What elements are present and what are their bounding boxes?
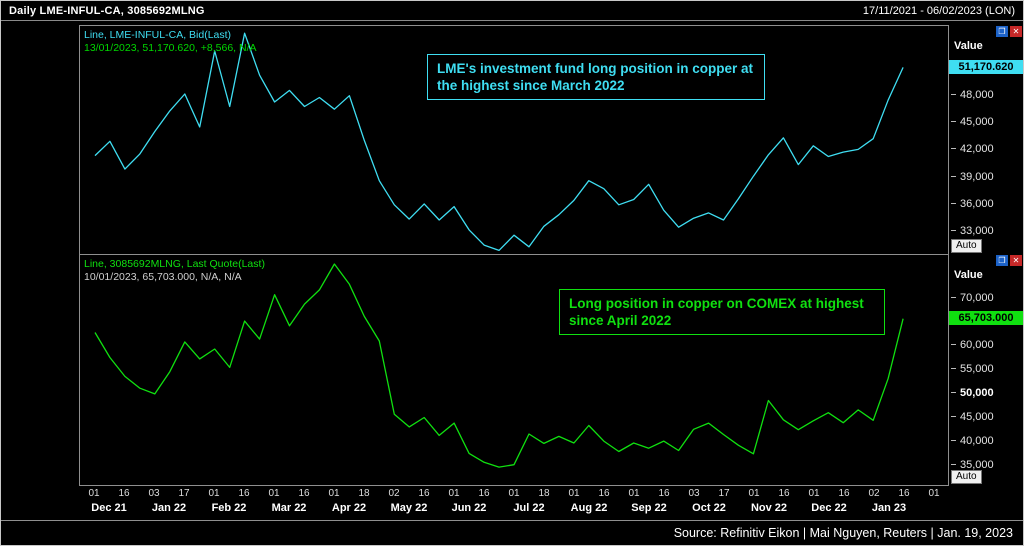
lme-last-value-badge: 51,170.620 [949, 59, 1023, 74]
y-axis-tick-label: 45,000 [951, 411, 994, 423]
x-axis-day-label: 01 [568, 488, 580, 499]
x-axis-month-label: Dec 22 [811, 502, 847, 514]
x-axis-day-label: 01 [928, 488, 940, 499]
x-axis-days: 01 16 03 17 01 16 01 16 01 18 02 16 01 16 01 18 01 16 01 16… [79, 488, 949, 501]
x-axis-day-label: 16 [658, 488, 670, 499]
date-range: 17/11/2021 - 06/02/2023 (LON) [862, 4, 1015, 17]
y-axis-tick-label: 39,000 [951, 171, 994, 183]
x-axis-month-label: Mar 22 [271, 502, 307, 514]
x-axis-day-label: 16 [838, 488, 850, 499]
x-axis-day-label: 01 [808, 488, 820, 499]
comex-value-axis: ❐ ✕ Value 65,703.000 Auto 70,000 60,000 55… [949, 254, 1023, 486]
x-axis-day-label: 16 [898, 488, 910, 499]
comex-annotation-box: Long position in copper on COMEX at high… [559, 289, 885, 335]
x-axis-month-label: Jan 23 [871, 502, 907, 514]
source-bar: Source: Refinitiv Eikon | Mai Nguyen, Re… [1, 520, 1023, 545]
x-axis-month-label: May 22 [390, 502, 428, 514]
x-axis-month-label: Sep 22 [631, 502, 667, 514]
x-axis-month-label: Jan 22 [151, 502, 187, 514]
restore-icon[interactable]: ❐ [996, 26, 1008, 37]
x-axis-day-label: 18 [538, 488, 550, 499]
x-axis-month-label: Aug 22 [570, 502, 608, 514]
y-axis-tick-label: 45,000 [951, 116, 994, 128]
x-axis-day-label: 01 [208, 488, 220, 499]
x-axis-day-label: 16 [478, 488, 490, 499]
x-axis-day-label: 02 [388, 488, 400, 499]
x-axis-day-label: 16 [598, 488, 610, 499]
value-axis-title: Value [954, 269, 983, 281]
x-axis-month-label: Feb 22 [211, 502, 247, 514]
x-axis-day-label: 16 [418, 488, 430, 499]
x-axis-month-label: Oct 22 [692, 502, 726, 514]
y-axis-tick-label: 60,000 [951, 339, 994, 351]
close-icon[interactable]: ✕ [1010, 26, 1022, 37]
y-axis-tick-label: 36,000 [951, 198, 994, 210]
x-axis-day-label: 17 [178, 488, 190, 499]
x-axis-day-label: 18 [358, 488, 370, 499]
y-axis-tick-label: 33,000 [951, 225, 994, 237]
x-axis-day-label: 01 [328, 488, 340, 499]
x-axis-months: Dec 21 Jan 22 Feb 22 Mar 22 Apr 22 May 22 Jun … [79, 502, 949, 517]
x-axis-month-label: Nov 22 [750, 502, 788, 514]
value-axis-title: Value [954, 40, 983, 52]
legend-quote: 10/01/2023, 65,703.000, N/A, N/A [84, 271, 242, 283]
x-axis-day-label: 01 [88, 488, 100, 499]
lme-legend: Line, LME-INFUL-CA, Bid(Last) 13/01/2023… [84, 29, 257, 55]
lme-line-series [94, 32, 904, 252]
comex-last-value-badge: 65,703.000 [949, 311, 1023, 326]
x-axis-day-label: 01 [628, 488, 640, 499]
source-text: Source: Refinitiv Eikon | Mai Nguyen, Re… [673, 526, 1013, 540]
y-axis-tick-label: 70,000 [951, 292, 994, 304]
lme-annotation-box: LME's investment fund long position in c… [427, 54, 765, 100]
legend-instrument[interactable]: Line, LME-INFUL-CA, Bid(Last) [84, 29, 232, 41]
x-axis-day-label: 01 [748, 488, 760, 499]
x-axis-day-label: 03 [688, 488, 700, 499]
x-axis-month-label: Jun 22 [451, 502, 487, 514]
panel-window-buttons: ❐ ✕ [996, 26, 1022, 37]
x-axis-day-label: 17 [718, 488, 730, 499]
y-axis-tick-label: 48,000 [951, 89, 994, 101]
y-axis-tick-label: 42,000 [951, 143, 994, 155]
lme-chart-plot[interactable]: Line, LME-INFUL-CA, Bid(Last) 13/01/2023… [79, 25, 949, 255]
lme-value-axis: ❐ ✕ Value 51,170.620 Auto 48,000 45,000 42… [949, 25, 1023, 255]
x-axis-day-label: 16 [298, 488, 310, 499]
comex-line-series [94, 263, 904, 468]
y-axis-tick-label: 35,000 [951, 459, 994, 471]
x-axis-day-label: 01 [268, 488, 280, 499]
auto-scale-button[interactable]: Auto [951, 470, 982, 484]
legend-quote: 13/01/2023, 51,170.620, +8,566, N/A [84, 42, 257, 54]
panel-window-buttons: ❐ ✕ [996, 255, 1022, 266]
x-axis-day-label: 01 [508, 488, 520, 499]
x-axis-day-label: 01 [448, 488, 460, 499]
auto-scale-button[interactable]: Auto [951, 239, 982, 253]
comex-chart-plot[interactable]: Line, 3085692MLNG, Last Quote(Last) 10/0… [79, 254, 949, 486]
comex-legend: Line, 3085692MLNG, Last Quote(Last) 10/0… [84, 258, 265, 284]
y-axis-tick-label: 40,000 [951, 435, 994, 447]
legend-instrument[interactable]: Line, 3085692MLNG, Last Quote(Last) [84, 258, 265, 270]
window-title: Daily LME-INFUL-CA, 3085692MLNG [9, 4, 205, 17]
title-bar: Daily LME-INFUL-CA, 3085692MLNG 17/11/20… [1, 1, 1023, 21]
x-axis-month-label: Apr 22 [331, 502, 367, 514]
x-axis-day-label: 16 [118, 488, 130, 499]
x-axis-day-label: 16 [238, 488, 250, 499]
x-axis-day-label: 03 [148, 488, 160, 499]
y-axis-tick-label: 55,000 [951, 363, 994, 375]
x-axis-month-label: Dec 21 [91, 502, 127, 514]
x-axis-month-label: Jul 22 [513, 502, 545, 514]
x-axis-day-label: 16 [778, 488, 790, 499]
close-icon[interactable]: ✕ [1010, 255, 1022, 266]
y-axis-tick-label: 50,000 [951, 387, 994, 399]
x-axis-day-label: 02 [868, 488, 880, 499]
restore-icon[interactable]: ❐ [996, 255, 1008, 266]
